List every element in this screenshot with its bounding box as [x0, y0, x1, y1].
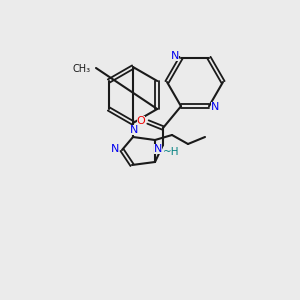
Text: N: N: [211, 102, 219, 112]
Text: N: N: [111, 144, 119, 154]
Text: N: N: [130, 125, 138, 135]
Text: ~H: ~H: [163, 147, 179, 157]
Text: O: O: [136, 116, 146, 126]
Text: CH₃: CH₃: [73, 64, 91, 74]
Text: N: N: [171, 51, 179, 61]
Text: N: N: [154, 144, 162, 154]
